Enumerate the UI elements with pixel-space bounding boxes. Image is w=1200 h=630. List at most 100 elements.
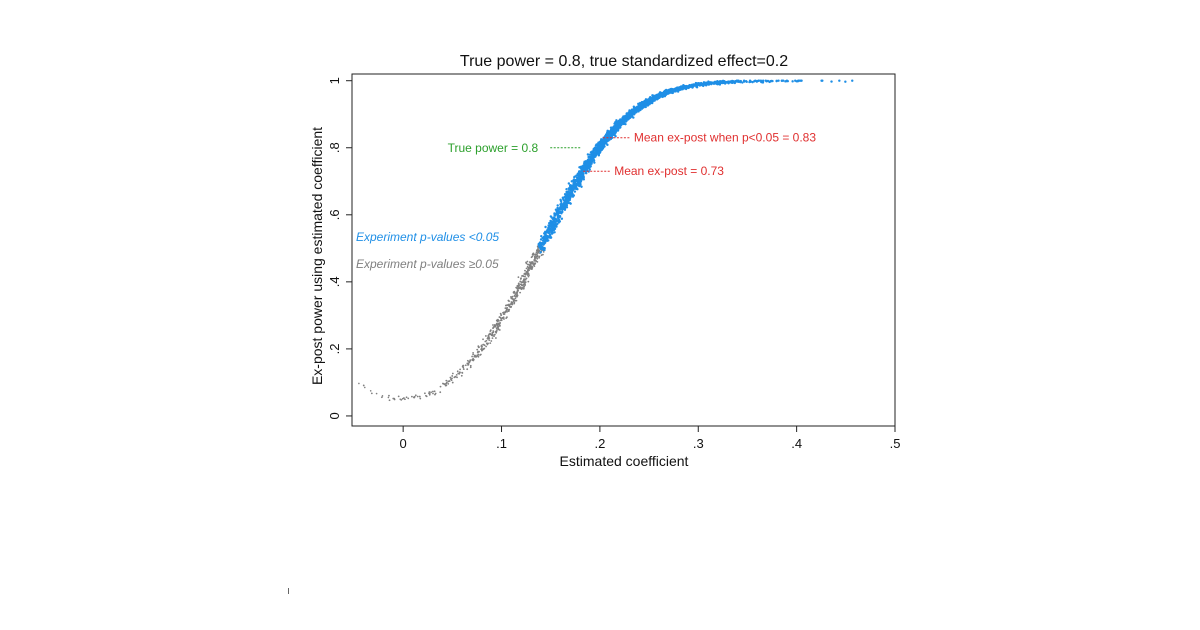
point-p-ge-0-05 <box>527 280 530 283</box>
point-p-less-0-05 <box>544 235 548 239</box>
point-p-less-0-05 <box>629 115 633 118</box>
point-p-less-0-05 <box>687 85 690 88</box>
point-p-less-0-05 <box>565 193 568 197</box>
point-p-ge-0-05 <box>536 257 539 260</box>
point-p-less-0-05 <box>537 243 541 246</box>
point-p-ge-0-05 <box>455 373 458 376</box>
x-tick-label: .5 <box>890 436 901 451</box>
point-p-ge-0-05 <box>522 280 525 282</box>
point-p-ge-0-05 <box>397 395 400 398</box>
point-p-ge-0-05 <box>472 351 474 354</box>
point-p-ge-0-05 <box>509 303 512 306</box>
point-p-ge-0-05 <box>519 280 522 283</box>
point-p-ge-0-05 <box>489 329 492 332</box>
point-p-ge-0-05 <box>508 305 510 307</box>
point-p-ge-0-05 <box>495 322 498 325</box>
point-p-less-0-05 <box>644 102 647 105</box>
point-p-ge-0-05 <box>526 274 529 276</box>
point-p-less-0-05 <box>702 84 705 88</box>
point-p-ge-0-05 <box>533 259 536 261</box>
point-p-less-0-05 <box>711 81 715 84</box>
point-p-ge-0-05 <box>493 333 496 336</box>
point-p-ge-0-05 <box>542 251 545 253</box>
point-p-less-0-05 <box>552 221 555 225</box>
point-p-less-0-05 <box>638 105 642 108</box>
point-p-less-0-05 <box>576 173 579 177</box>
series-gray-points <box>358 244 545 402</box>
point-p-less-0-05 <box>567 199 571 202</box>
point-p-ge-0-05 <box>521 287 524 289</box>
point-p-less-0-05 <box>590 150 594 153</box>
point-p-less-0-05 <box>622 119 625 122</box>
point-p-ge-0-05 <box>517 276 520 279</box>
point-p-less-0-05 <box>648 96 652 100</box>
point-p-ge-0-05 <box>494 325 497 328</box>
point-p-ge-0-05 <box>499 321 502 324</box>
point-p-less-0-05 <box>614 120 617 124</box>
point-p-less-0-05 <box>655 95 659 99</box>
point-p-ge-0-05 <box>466 359 469 362</box>
point-p-less-0-05 <box>609 126 613 129</box>
point-p-ge-0-05 <box>495 337 497 339</box>
point-p-ge-0-05 <box>514 293 517 295</box>
point-p-less-0-05 <box>539 238 543 241</box>
point-p-less-0-05 <box>689 84 693 88</box>
point-p-less-0-05 <box>553 231 556 234</box>
point-p-ge-0-05 <box>469 359 472 362</box>
point-p-ge-0-05 <box>527 272 530 275</box>
point-p-ge-0-05 <box>411 395 413 398</box>
point-p-less-0-05 <box>794 79 797 82</box>
point-p-less-0-05 <box>559 200 563 203</box>
point-p-less-0-05 <box>540 234 543 238</box>
point-p-ge-0-05 <box>433 390 436 393</box>
point-p-ge-0-05 <box>526 265 529 268</box>
point-p-less-0-05 <box>552 228 555 231</box>
point-p-less-0-05 <box>587 159 591 162</box>
point-p-ge-0-05 <box>516 294 519 297</box>
point-p-less-0-05 <box>557 216 560 220</box>
y-tick-label: .4 <box>327 276 342 287</box>
point-p-less-0-05 <box>546 228 549 231</box>
point-p-less-0-05 <box>722 80 726 84</box>
point-p-less-0-05 <box>606 138 610 142</box>
point-p-ge-0-05 <box>510 297 513 300</box>
point-p-ge-0-05 <box>529 265 532 268</box>
point-p-ge-0-05 <box>451 372 454 375</box>
point-p-less-0-05 <box>729 80 733 83</box>
point-p-ge-0-05 <box>520 284 523 287</box>
point-p-less-0-05 <box>560 202 563 205</box>
point-p-ge-0-05 <box>524 269 526 272</box>
point-p-less-0-05 <box>775 79 778 83</box>
point-p-ge-0-05 <box>491 337 494 340</box>
x-tick-label: .3 <box>693 436 704 451</box>
point-p-less-0-05 <box>570 190 573 193</box>
point-p-less-0-05 <box>547 224 550 227</box>
point-p-less-0-05 <box>553 213 556 216</box>
point-p-ge-0-05 <box>482 338 484 341</box>
point-p-less-0-05 <box>543 238 546 241</box>
point-p-less-0-05 <box>561 210 564 214</box>
point-p-ge-0-05 <box>524 278 527 281</box>
point-p-less-0-05 <box>569 195 572 199</box>
point-p-ge-0-05 <box>514 299 517 302</box>
point-p-ge-0-05 <box>495 330 498 333</box>
point-p-less-0-05 <box>564 203 567 207</box>
point-p-ge-0-05 <box>447 382 450 385</box>
point-p-ge-0-05 <box>439 385 442 388</box>
point-p-less-0-05 <box>715 82 719 85</box>
point-p-less-0-05 <box>618 120 622 123</box>
point-p-ge-0-05 <box>363 386 366 389</box>
point-p-less-0-05 <box>557 210 560 213</box>
point-p-less-0-05 <box>685 84 688 88</box>
point-p-less-0-05 <box>549 221 552 224</box>
point-p-less-0-05 <box>559 208 562 211</box>
point-p-ge-0-05 <box>469 364 472 367</box>
point-p-less-0-05 <box>613 128 617 131</box>
point-p-ge-0-05 <box>468 361 471 364</box>
point-p-less-0-05 <box>593 153 596 156</box>
point-p-ge-0-05 <box>506 307 509 309</box>
point-p-ge-0-05 <box>511 301 514 304</box>
point-p-ge-0-05 <box>476 348 479 351</box>
point-p-ge-0-05 <box>418 395 421 398</box>
point-p-ge-0-05 <box>375 392 378 395</box>
